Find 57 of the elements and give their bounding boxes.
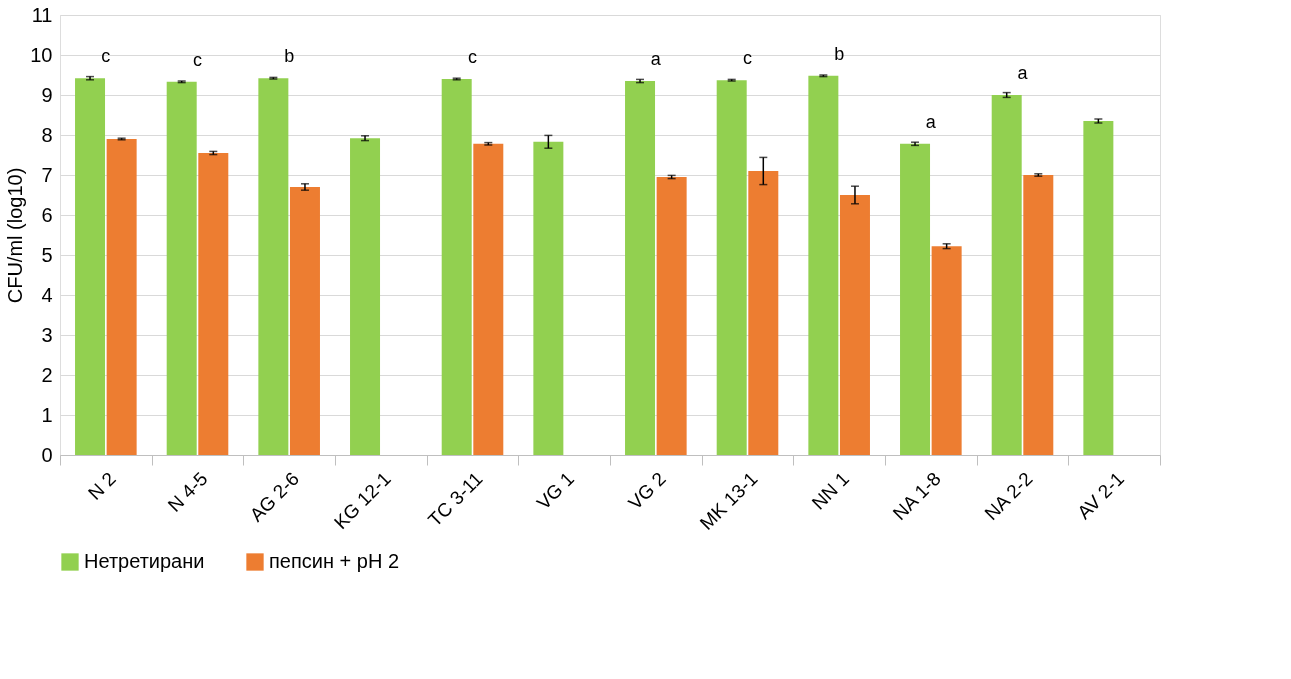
annotation: a	[650, 49, 662, 69]
bar	[166, 81, 197, 455]
annotation: b	[284, 46, 295, 67]
bar	[350, 138, 381, 455]
x-tick-label: VG 2	[624, 468, 670, 514]
bar	[900, 143, 931, 455]
y-tick-label: 8	[41, 123, 53, 146]
bar	[533, 141, 564, 455]
bar	[808, 75, 839, 455]
x-tick-label: MK 13-1	[695, 468, 762, 534]
annotation: a	[925, 111, 937, 132]
y-tick-label: 6	[41, 203, 53, 226]
x-tick-label: NA 1-8	[888, 468, 945, 525]
y-axis-title: CFU/ml (log10)	[4, 167, 27, 304]
annotation: a	[1017, 63, 1029, 83]
x-tick-label: N 2	[84, 468, 120, 504]
x-tick-label: KG 12-1	[329, 468, 395, 533]
x-tick-label: N 4-5	[163, 468, 212, 516]
annotation: b	[834, 43, 845, 64]
bar	[75, 78, 106, 455]
bar	[106, 139, 137, 455]
y-tick-label: 3	[41, 323, 53, 346]
x-tick-label: AV 2-1	[1073, 468, 1129, 524]
y-tick-label: 10	[30, 43, 53, 66]
bar	[839, 195, 870, 455]
y-tick-label: 4	[41, 283, 53, 306]
x-tick-label: VG 1	[532, 468, 579, 514]
y-tick-label: 5	[41, 243, 53, 266]
bar	[656, 177, 687, 455]
bar	[625, 81, 656, 455]
bar	[748, 171, 779, 455]
y-tick-label: 2	[41, 363, 53, 386]
x-tick-label: AG 2-6	[245, 468, 304, 526]
bar	[289, 187, 320, 455]
annotation: c	[193, 49, 202, 70]
y-tick-label: 7	[41, 163, 53, 186]
bar	[1023, 175, 1054, 455]
legend-label: пепсин + pH 2	[269, 550, 400, 572]
bar	[1083, 121, 1114, 455]
x-tick-label: NA 2-2	[980, 468, 1037, 525]
x-tick-label: NN 1	[807, 468, 854, 514]
bar	[931, 246, 962, 455]
bar	[258, 78, 289, 455]
bar	[441, 79, 472, 455]
annotation: c	[743, 48, 752, 69]
bar	[473, 143, 504, 455]
bar	[991, 95, 1022, 455]
bar	[198, 153, 229, 455]
y-tick-label: 9	[41, 83, 53, 106]
annotation: c	[468, 47, 477, 67]
y-tick-label: 1	[41, 403, 53, 426]
bar	[716, 80, 747, 455]
legend-label: Нетретирани	[84, 550, 205, 572]
y-tick-label: 0	[41, 443, 53, 466]
x-tick-label: TC 3-11	[424, 468, 487, 531]
y-tick-label: 11	[31, 3, 53, 26]
annotation: c	[101, 46, 111, 67]
